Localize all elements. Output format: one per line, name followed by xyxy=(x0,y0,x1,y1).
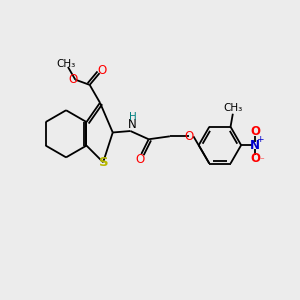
Text: N: N xyxy=(128,118,137,131)
Text: O: O xyxy=(250,152,260,166)
Text: +: + xyxy=(256,135,264,144)
Text: O: O xyxy=(97,64,106,77)
Text: O: O xyxy=(68,73,78,85)
Text: S: S xyxy=(99,156,109,169)
Text: CH₃: CH₃ xyxy=(57,59,76,69)
Text: O: O xyxy=(135,153,145,166)
Text: N: N xyxy=(250,139,260,152)
Text: O: O xyxy=(250,125,260,138)
Text: ⁻: ⁻ xyxy=(260,157,264,166)
Text: O: O xyxy=(184,130,194,143)
Text: CH₃: CH₃ xyxy=(223,103,242,113)
Text: H: H xyxy=(129,112,136,122)
